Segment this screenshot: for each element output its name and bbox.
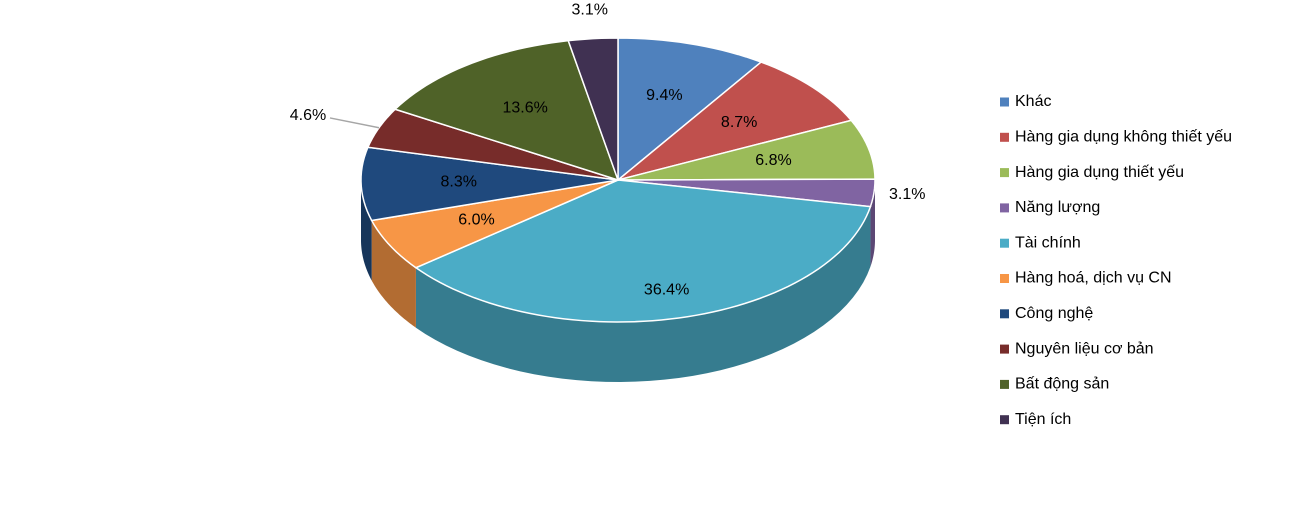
- slice: [360, 146, 619, 222]
- legend-swatch: [1000, 344, 1009, 354]
- legend-label: Nguyên liệu cơ bản: [1015, 340, 1154, 357]
- data-label: 13.6%: [502, 100, 547, 117]
- data-label: 3.1%: [572, 2, 608, 19]
- legend-label: Bất động sản: [1015, 376, 1109, 393]
- data-label: 8.7%: [721, 114, 757, 131]
- legend-swatch: [1000, 274, 1009, 283]
- slice-side: [415, 206, 871, 382]
- slice: [617, 61, 853, 181]
- data-label: 9.4%: [646, 87, 682, 104]
- slice: [567, 37, 619, 181]
- slice: [414, 179, 872, 323]
- data-label: 8.3%: [440, 174, 476, 191]
- slice: [366, 108, 619, 181]
- legend-swatch: [1000, 415, 1009, 425]
- legend-swatch: [1000, 238, 1009, 248]
- legend-label: Hàng gia dụng không thiết yếu: [1015, 129, 1232, 146]
- slice: [617, 37, 763, 182]
- slice-side: [870, 180, 875, 267]
- legend-label: Hàng gia dụng thiết yếu: [1015, 164, 1184, 181]
- data-label: 6.8%: [755, 152, 791, 169]
- data-label: 4.6%: [290, 107, 326, 124]
- leader-line: [329, 117, 380, 129]
- data-label: 36.4%: [644, 282, 689, 299]
- legend-swatch: [1000, 97, 1009, 107]
- legend-label: Công nghệ: [1015, 305, 1093, 322]
- legend-swatch: [1000, 168, 1009, 178]
- legend-swatch: [1000, 203, 1009, 213]
- data-label: 3.1%: [889, 186, 925, 203]
- data-label: 6.0%: [458, 212, 494, 229]
- slice: [393, 39, 620, 182]
- legend-label: Tài chính: [1015, 234, 1081, 251]
- slice-side: [361, 180, 372, 281]
- slice-side: [371, 220, 416, 328]
- legend-swatch: [1000, 309, 1009, 319]
- legend-swatch: [1000, 132, 1009, 142]
- legend-swatch: [1000, 379, 1009, 389]
- slice: [617, 119, 876, 181]
- legend-label: Tiện ích: [1015, 411, 1071, 428]
- slice: [370, 179, 619, 269]
- legend-label: Khác: [1015, 93, 1051, 110]
- legend-label: Năng lượng: [1015, 199, 1100, 216]
- legend-label: Hàng hoá, dịch vụ CN: [1015, 270, 1172, 287]
